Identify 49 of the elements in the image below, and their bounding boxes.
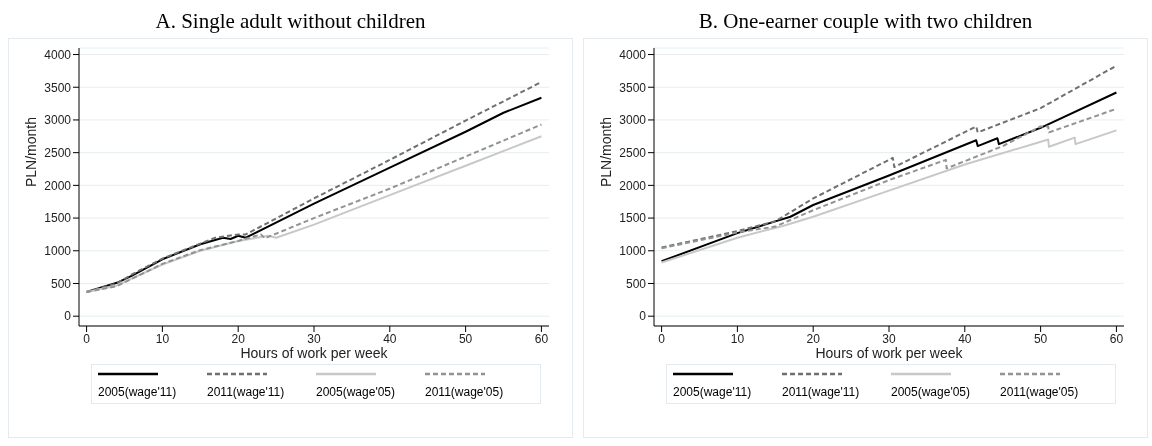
y-tick-label: 2000 [44, 178, 72, 193]
x-tick-label: 60 [1109, 331, 1124, 346]
y-tick-label: 0 [639, 309, 647, 324]
x-tick-label: 20 [231, 331, 246, 346]
x-tick-label: 40 [383, 331, 397, 346]
y-tick-label: 0 [64, 309, 72, 324]
x-tick-label: 10 [730, 331, 745, 346]
line-series [660, 129, 1118, 264]
x-tick-label: 50 [1033, 331, 1048, 346]
x-axis-title: Hours of work per week [240, 345, 389, 361]
chart-title: A. Single adult without children [154, 9, 427, 34]
y-tick-label: 2500 [44, 145, 72, 160]
y-tick-label: 4000 [44, 47, 72, 62]
x-tick-label: 50 [458, 331, 473, 346]
y-tick-label: 1500 [619, 211, 647, 226]
x-tick-label: 60 [534, 331, 549, 346]
x-tick-label: 10 [155, 331, 170, 346]
y-axis-title: PLN/month [597, 116, 614, 187]
legend-label: 2005(wage'11) [673, 385, 753, 399]
line-series [660, 91, 1118, 263]
y-tick-label: 3000 [619, 113, 647, 128]
y-tick-label: 500 [50, 276, 72, 291]
y-tick-label: 2000 [619, 178, 647, 193]
y-tick-label: 1000 [619, 244, 647, 259]
y-tick-label: 1500 [44, 211, 72, 226]
y-tick-label: 4000 [619, 47, 647, 62]
y-tick-label: 2500 [619, 145, 647, 160]
x-axis-title: Hours of work per week [815, 345, 964, 361]
x-tick-label: 0 [658, 331, 666, 346]
x-tick-label: 40 [958, 331, 972, 346]
legend-label: 2005(wage'11) [98, 385, 178, 399]
legend-label: 2011(wage'11) [207, 385, 286, 399]
x-tick-label: 0 [83, 331, 91, 346]
y-tick-label: 500 [625, 276, 647, 291]
legend-label: 2011(wage'05) [425, 385, 505, 399]
x-tick-label: 30 [307, 331, 321, 346]
y-tick-label: 3500 [44, 80, 72, 95]
line-series [660, 64, 1118, 249]
legend-label: 2005(wage'05) [316, 385, 396, 399]
x-tick-label: 20 [806, 331, 821, 346]
x-tick-label: 30 [882, 331, 896, 346]
legend-label: 2011(wage'05) [1000, 385, 1080, 399]
y-tick-label: 1000 [44, 244, 72, 259]
legend-label: 2011(wage'11) [782, 385, 861, 399]
legend-label: 2005(wage'05) [891, 385, 971, 399]
y-tick-label: 3500 [619, 80, 647, 95]
y-tick-label: 3000 [44, 113, 72, 128]
chart-title: B. One-earner couple with two children [697, 9, 1034, 34]
y-axis-title: PLN/month [22, 116, 39, 187]
